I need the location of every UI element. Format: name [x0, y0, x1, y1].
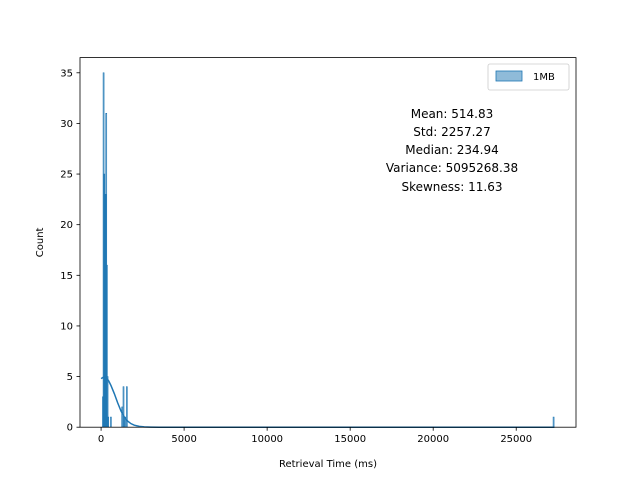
x-tick-label: 20000 — [417, 434, 449, 445]
x-tick-label: 5000 — [171, 434, 196, 445]
x-tick-label: 10000 — [251, 434, 283, 445]
stats-std: Std: 2257.27 — [413, 125, 490, 139]
x-tick-label: 15000 — [334, 434, 366, 445]
histogram-bar — [107, 416, 110, 428]
x-tick-label: 0 — [98, 434, 104, 445]
x-tick-label: 25000 — [500, 434, 532, 445]
histogram-bar — [121, 406, 123, 428]
stats-median: Median: 234.94 — [405, 143, 499, 157]
legend-frame — [487, 63, 570, 91]
y-tick-label: 30 — [60, 119, 73, 130]
y-axis-label: Count — [35, 227, 46, 257]
x-axis-ticks: 0 5000 10000 15000 20000 25000 — [98, 427, 532, 445]
y-tick-label: 0 — [67, 423, 73, 434]
y-tick-label: 5 — [67, 372, 73, 383]
legend-label: 1MB — [533, 72, 555, 83]
legend-swatch — [495, 70, 523, 82]
stats-variance: Variance: 5095268.38 — [386, 161, 518, 175]
y-tick-label: 35 — [60, 68, 73, 79]
y-tick-label: 15 — [60, 271, 73, 282]
x-axis-label: Retrieval Time (ms) — [279, 459, 377, 470]
histogram-bar — [110, 416, 112, 428]
legend: 1MB — [487, 63, 570, 91]
histogram-bar — [552, 416, 555, 428]
y-tick-label: 25 — [60, 170, 73, 181]
stats-annotation: Mean: 514.83 Std: 2257.27 Median: 234.94… — [386, 107, 518, 194]
histogram-bar — [123, 416, 125, 428]
plot-frame — [79, 57, 577, 428]
y-tick-label: 10 — [60, 321, 73, 332]
y-tick-label: 20 — [60, 220, 73, 231]
stats-mean: Mean: 514.83 — [411, 107, 494, 121]
y-axis-ticks: 0 5 10 15 20 25 30 35 — [60, 68, 80, 434]
stats-skewness: Skewness: 11.63 — [401, 180, 502, 194]
